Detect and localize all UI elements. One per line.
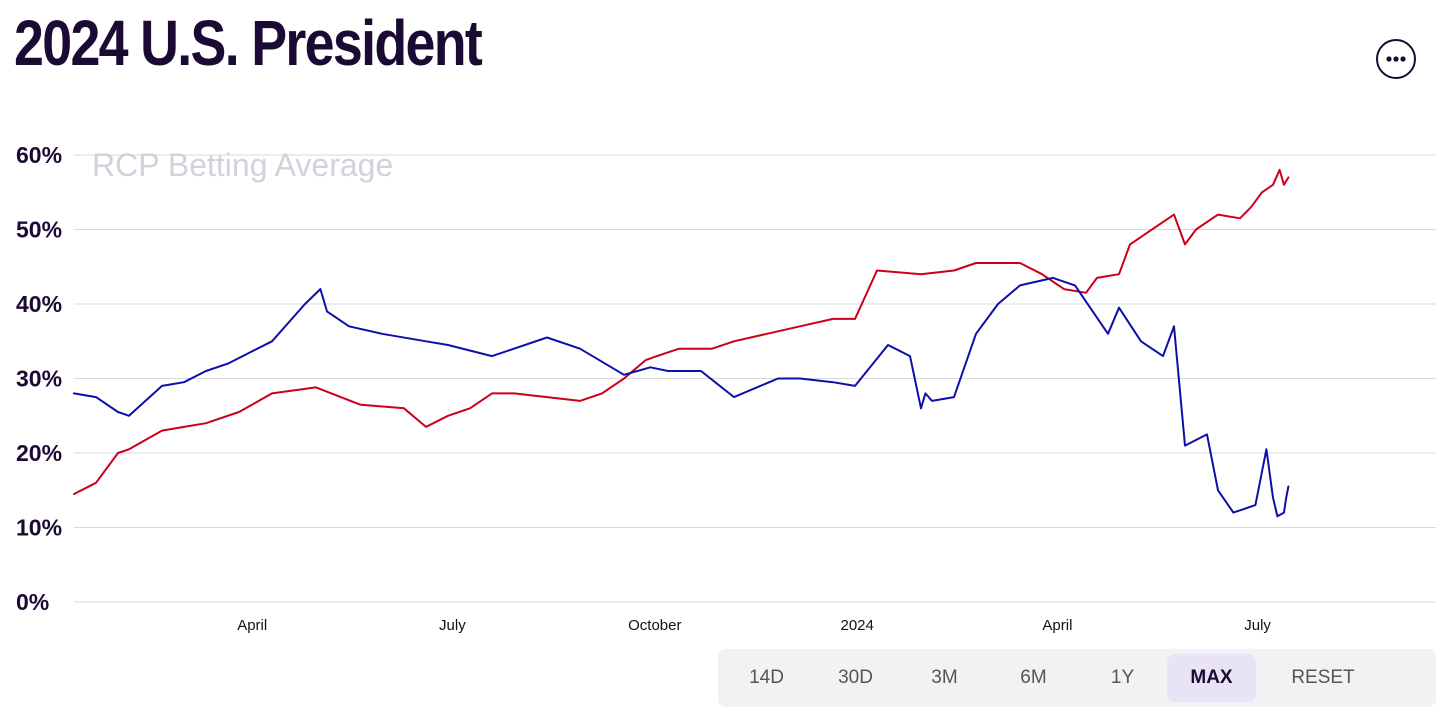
x-tick-label: October bbox=[628, 617, 681, 634]
ellipsis-icon bbox=[1386, 56, 1406, 62]
range-max-button[interactable]: MAX bbox=[1167, 654, 1256, 702]
y-tick-label: 0% bbox=[16, 589, 49, 615]
range-6m-button[interactable]: 6M bbox=[989, 654, 1078, 702]
x-tick-label: April bbox=[237, 617, 267, 634]
x-tick-label: 2024 bbox=[841, 617, 874, 634]
x-tick-label: April bbox=[1042, 617, 1072, 634]
y-tick-label: 40% bbox=[16, 291, 62, 317]
y-tick-label: 30% bbox=[16, 366, 62, 392]
range-1y-button[interactable]: 1Y bbox=[1078, 654, 1167, 702]
y-tick-label: 50% bbox=[16, 217, 62, 243]
reset-button[interactable]: RESET bbox=[1260, 654, 1386, 702]
chart-subtitle: RCP Betting Average bbox=[92, 147, 393, 183]
range-3m-button[interactable]: 3M bbox=[900, 654, 989, 702]
range-30d-button[interactable]: 30D bbox=[811, 654, 900, 702]
more-options-button[interactable] bbox=[1376, 39, 1416, 79]
page-title: 2024 U.S. President bbox=[14, 7, 483, 79]
x-tick-label: July bbox=[439, 617, 466, 634]
range-14d-button[interactable]: 14D bbox=[722, 654, 811, 702]
time-range-selector: 14D 30D 3M 6M 1Y MAX RESET bbox=[718, 649, 1436, 707]
y-tick-label: 20% bbox=[16, 440, 62, 466]
series-line-red bbox=[73, 168, 1290, 495]
series-line-blue bbox=[73, 276, 1290, 518]
y-tick-label: 10% bbox=[16, 515, 62, 541]
y-tick-label: 60% bbox=[16, 142, 62, 168]
x-tick-label: July bbox=[1244, 617, 1271, 634]
